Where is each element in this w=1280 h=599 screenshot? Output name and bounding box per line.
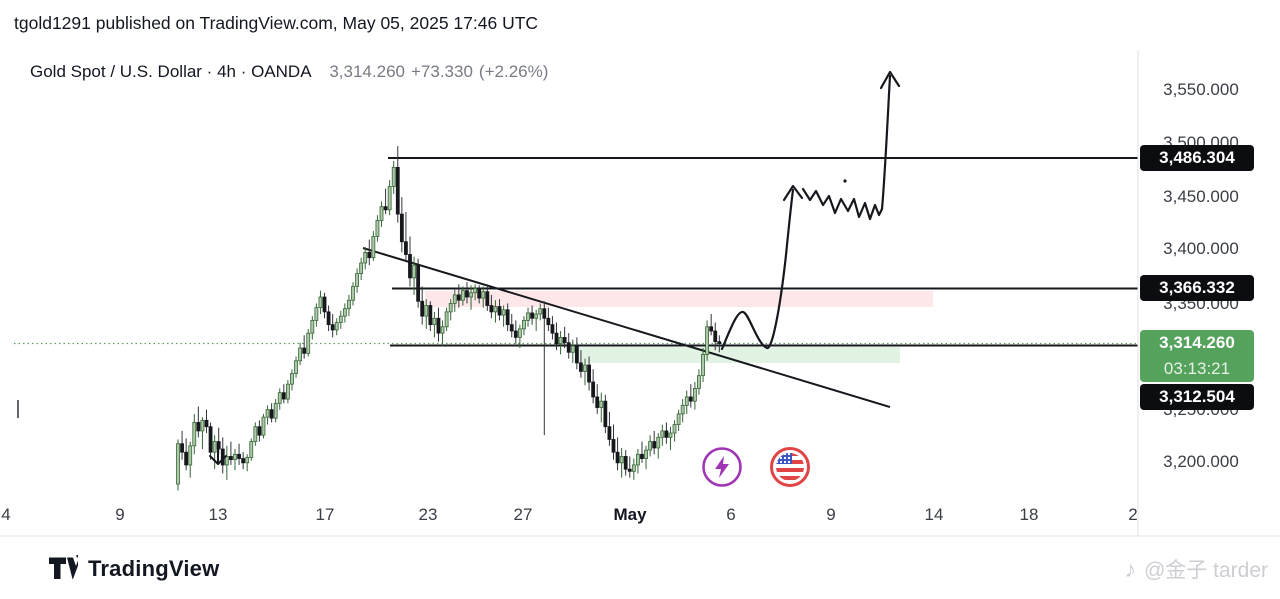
tradingview-logo[interactable]: TradingView	[48, 555, 219, 582]
watermark-note-icon: ♪	[1124, 555, 1136, 582]
tradingview-logo-text: TradingView	[88, 555, 220, 581]
up-arrow-head-icon	[782, 184, 804, 202]
price-change: +73.330	[410, 62, 473, 81]
footer-bar: TradingView ♪ @金子 tarder	[0, 537, 1280, 599]
time-axis-label: 13	[208, 505, 228, 524]
tradingview-mark-icon	[49, 555, 78, 579]
time-axis-label: 18	[1019, 505, 1039, 524]
lightning-event-icon	[702, 447, 742, 487]
price-axis-label: 3,400.000	[1163, 239, 1239, 258]
price-axis-label: 3,550.000	[1163, 80, 1239, 99]
time-axis-label: 23	[418, 505, 438, 524]
published-line: tgold1291 published on TradingView.com, …	[14, 13, 539, 33]
projection-drawing	[720, 70, 901, 351]
down-arrow-drawing	[209, 446, 227, 465]
price-axis-label: 3,450.000	[1163, 187, 1239, 206]
price-line-badge: 3,366.332	[1140, 275, 1254, 301]
bar-countdown: 03:13:21	[1163, 359, 1231, 378]
price-line-badge: 3,312.504	[1140, 384, 1254, 410]
time-axis-label: 27	[513, 505, 533, 524]
time-axis-label: 4	[1, 505, 11, 524]
time-axis-label: 14	[924, 505, 944, 524]
price-summary: 3,314.260 +73.330 (+2.26%)	[329, 62, 554, 81]
last-price: 3,314.260	[329, 62, 405, 81]
projection-rise	[880, 74, 892, 211]
last-price-value: 3,314.260	[1159, 333, 1235, 352]
publish-header: tgold1291 published on TradingView.com, …	[14, 13, 538, 34]
time-axis-label: 17	[315, 505, 335, 524]
projection-wave	[720, 188, 795, 351]
price-axis-label: 3,200.000	[1163, 452, 1239, 471]
descending-trendline	[362, 247, 891, 408]
price-change-pct: (+2.26%)	[478, 62, 549, 81]
time-axis-label: 9	[115, 505, 125, 524]
price-line-badge: 3,486.304	[1140, 145, 1254, 171]
symbol-title-row[interactable]: Gold Spot / U.S. Dollar · 4h · OANDA 3,3…	[30, 62, 554, 82]
up-arrow-head-icon	[879, 70, 901, 90]
time-axis-label: 6	[726, 505, 736, 524]
last-price-badge: 3,314.260 03:13:21	[1140, 330, 1254, 382]
watermark-text: @金子 tarder	[1143, 559, 1268, 582]
projection-zigzag	[801, 187, 884, 221]
author-watermark: ♪ @金子 tarder	[1124, 554, 1268, 584]
resistance-zone	[425, 291, 933, 307]
support-zone	[578, 347, 900, 363]
symbol-name[interactable]: Gold Spot / U.S. Dollar · 4h · OANDA	[30, 62, 311, 81]
time-axis-label: May	[613, 505, 647, 524]
price-axis[interactable]: 3,550.000 3,500.000 3,450.000 3,400.000 3,35…	[1140, 0, 1266, 540]
time-axis-label: 2	[1128, 505, 1138, 524]
time-axis[interactable]: 4 9 13 17 23 27 May 6 9 14 18 2	[0, 505, 1280, 533]
projection-dot	[843, 179, 847, 183]
us-flag-event-icon	[770, 447, 810, 487]
time-axis-label: 9	[826, 505, 836, 524]
